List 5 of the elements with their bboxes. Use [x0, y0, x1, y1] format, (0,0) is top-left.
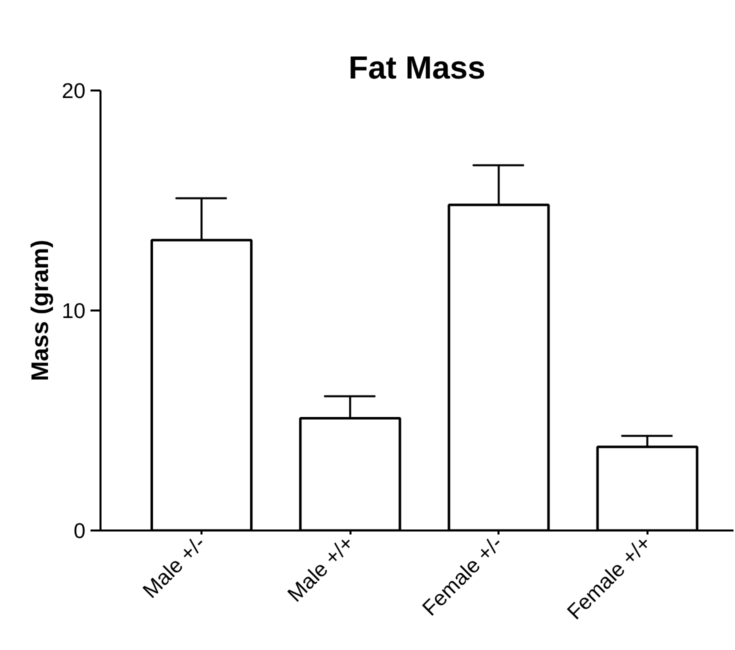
y-tick-label: 20: [62, 79, 86, 103]
y-tick-label: 10: [62, 299, 86, 323]
y-axis-title: Mass (gram): [26, 240, 54, 382]
chart-title: Fat Mass: [348, 50, 486, 86]
y-tick-label: 0: [74, 519, 86, 543]
